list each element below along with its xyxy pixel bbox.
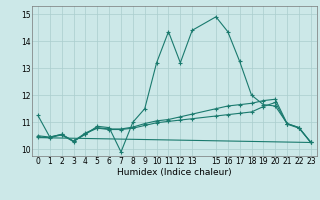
X-axis label: Humidex (Indice chaleur): Humidex (Indice chaleur): [117, 168, 232, 177]
